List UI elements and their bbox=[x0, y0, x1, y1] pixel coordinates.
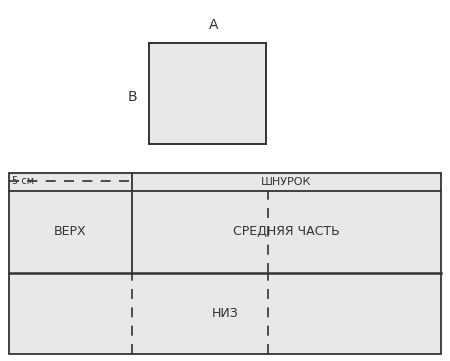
Text: B: B bbox=[128, 91, 137, 104]
Text: СРЕДНЯЯ ЧАСТЬ: СРЕДНЯЯ ЧАСТЬ bbox=[233, 225, 340, 239]
Text: 5 см: 5 см bbox=[12, 177, 34, 186]
Bar bbox=[9, 173, 441, 354]
Text: НИЗ: НИЗ bbox=[212, 306, 239, 320]
Text: A: A bbox=[209, 18, 219, 32]
Text: ВЕРХ: ВЕРХ bbox=[54, 225, 87, 239]
Bar bbox=[148, 43, 266, 144]
Text: ШНУРОК: ШНУРОК bbox=[261, 177, 312, 187]
